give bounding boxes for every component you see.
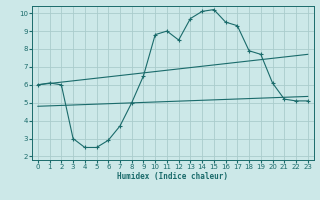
X-axis label: Humidex (Indice chaleur): Humidex (Indice chaleur) [117, 172, 228, 181]
